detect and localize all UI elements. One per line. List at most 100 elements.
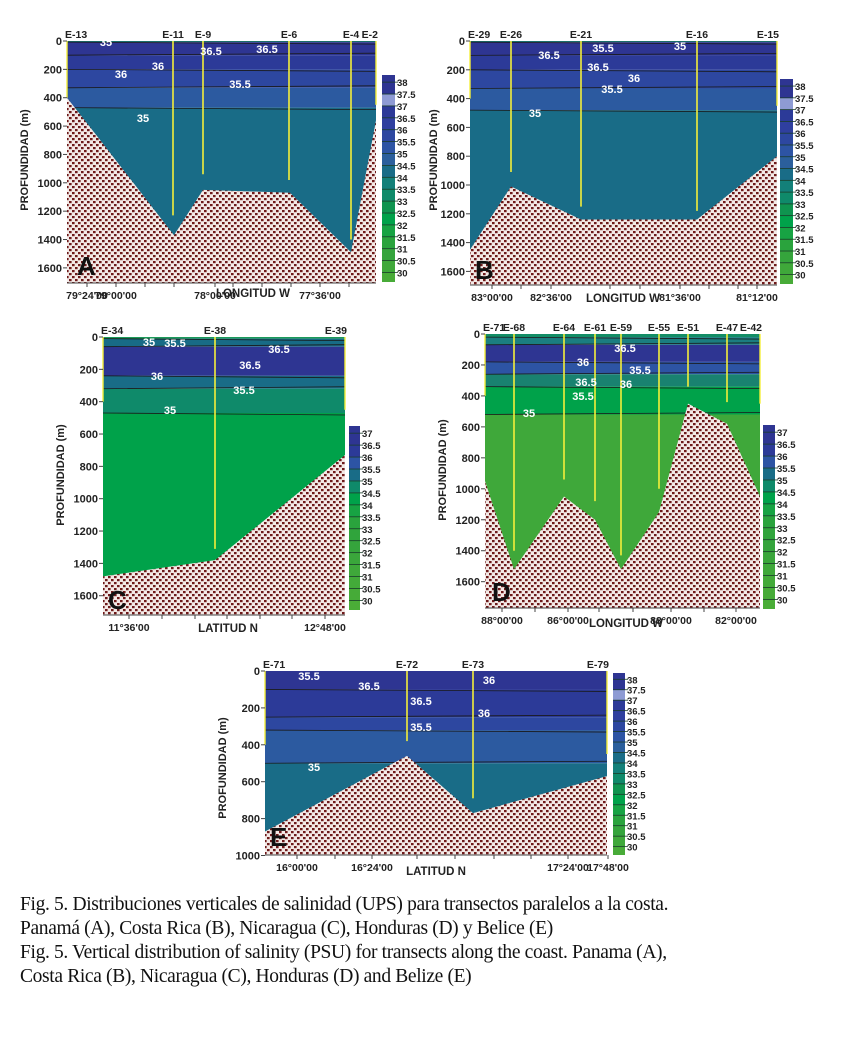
salinity-layer [103, 346, 345, 376]
colorbar-label: 30 [397, 268, 408, 279]
x-tick-label: 82°00'00 [715, 615, 757, 627]
station-label: E-2 [362, 29, 379, 41]
colorbar-label: 38 [397, 78, 408, 89]
isohaline-contour [102, 412, 346, 416]
contour-label: 35.5 [229, 79, 250, 91]
colorbar-swatch [382, 165, 395, 178]
y-tick-label: 400 [462, 391, 480, 403]
colorbar-label: 31 [795, 247, 806, 258]
colorbar-swatch [763, 479, 775, 492]
colorbar-swatch [613, 762, 625, 774]
y-tick-label: 1000 [74, 494, 98, 506]
colorbar-label: 31.5 [777, 560, 796, 571]
salinity-layer [485, 361, 760, 375]
colorbar-swatch [780, 144, 793, 157]
contour-label: 36 [152, 61, 164, 73]
isohaline-contour [469, 109, 778, 113]
contour-label: 36.5 [256, 44, 277, 56]
caption-en-line1: Fig. 5. Vertical distribution of salinit… [20, 942, 667, 963]
colorbar-label: 30 [795, 271, 806, 282]
colorbar-swatch [613, 721, 625, 732]
colorbar-swatch [613, 815, 625, 826]
colorbar-swatch [382, 201, 395, 213]
y-tick-label: 400 [242, 740, 260, 752]
colorbar-label: 30.5 [397, 257, 416, 268]
colorbar-swatch [349, 600, 360, 610]
y-tick-label: 1600 [456, 577, 480, 589]
contour-label: 36.5 [575, 377, 596, 389]
y-tick-label: 1000 [456, 484, 480, 496]
colorbar-label: 32 [362, 549, 373, 560]
colorbar-label: 30 [627, 843, 638, 854]
contour-label: 36 [151, 371, 163, 383]
salinity-layer [103, 375, 345, 389]
y-tick-label: 0 [56, 36, 62, 48]
colorbar-label: 30.5 [795, 259, 814, 270]
station-label: E-68 [503, 322, 525, 334]
salinity-layer [470, 42, 777, 56]
colorbar-label: 37 [397, 102, 408, 113]
colorbar-swatch [763, 456, 775, 469]
contour-label: 35.5 [629, 365, 650, 377]
contour-label: 35.5 [164, 338, 185, 350]
colorbar-label: 31.5 [397, 233, 416, 244]
colorbar-swatch [780, 121, 793, 134]
colorbar-swatch [613, 752, 625, 763]
y-tick-label: 1200 [38, 206, 62, 218]
colorbar-swatch [613, 710, 625, 722]
x-tick-label: 78°00'00 [194, 290, 236, 302]
y-tick-label: 200 [462, 360, 480, 372]
y-tick-label: 1000 [236, 851, 260, 863]
station-label: E-39 [325, 325, 347, 337]
panel-letter: E [270, 822, 287, 852]
colorbar-swatch [613, 731, 625, 743]
colorbar-swatch [763, 551, 775, 564]
y-tick-label: 1200 [441, 209, 465, 221]
isohaline-contour [469, 86, 778, 89]
station-label: E-42 [740, 322, 762, 334]
colorbar-swatch [763, 515, 775, 528]
panel-b: E-29 E-26 E-21 E-16 E-15 0 200 400 600 800 1000 120… [428, 29, 814, 305]
salinity-layer [470, 55, 777, 70]
colorbar-label: 36 [397, 126, 408, 137]
panel-letter: B [475, 255, 494, 285]
colorbar-swatch [382, 105, 395, 118]
x-tick-label: 81°12'00 [736, 292, 778, 304]
y-tick-label: 1400 [38, 235, 62, 247]
salinity-layer [485, 374, 760, 387]
y-axis-title: PROFUNDIDAD (m) [55, 424, 67, 526]
caption-es-line1: Fig. 5. Distribuciones verticales de sal… [20, 894, 669, 915]
y-tick-label: 400 [80, 397, 98, 409]
y-tick-label: 1400 [441, 238, 465, 250]
colorbar-label: 32.5 [397, 209, 416, 220]
colorbar-swatch [780, 79, 793, 87]
x-tick-label: 17°48'00 [587, 862, 629, 874]
colorbar-swatch [763, 444, 775, 457]
colorbar-label: 34.5 [627, 748, 646, 759]
colorbar-swatch [382, 272, 395, 282]
contour-label: 35 [100, 37, 112, 49]
panel-c: E-34 E-38 E-39 0 200 400 600 800 1000 1200 1400 160… [55, 325, 381, 635]
contour-label: 35.5 [410, 722, 431, 734]
colorbar-label: 33 [362, 525, 373, 536]
colorbar-swatch [780, 239, 793, 252]
y-tick-label: 200 [242, 703, 260, 715]
colorbar-swatch [780, 156, 793, 169]
colorbar-swatch [763, 575, 775, 588]
y-tick-label: 1200 [74, 526, 98, 538]
colorbar-swatch [613, 804, 625, 816]
y-tick-label: 0 [474, 329, 480, 341]
colorbar-swatch [780, 215, 793, 228]
colorbar-label: 36.5 [362, 441, 381, 452]
colorbar-swatch [382, 248, 395, 261]
colorbar-label: 33 [627, 780, 638, 791]
salinity-layer [265, 730, 607, 764]
colorbar-swatch [613, 689, 625, 701]
station-label: E-26 [500, 29, 522, 41]
y-tick-label: 600 [80, 429, 98, 441]
colorbar-swatch [382, 213, 395, 225]
colorbar-label: 31 [362, 573, 373, 584]
colorbar-label: 38 [795, 82, 806, 93]
salinity-layer [67, 69, 376, 88]
panel-d: E-71E-68 E-64 E-61 E-59 E-55 E-51 E-47 E-42 0 200… [437, 322, 796, 630]
